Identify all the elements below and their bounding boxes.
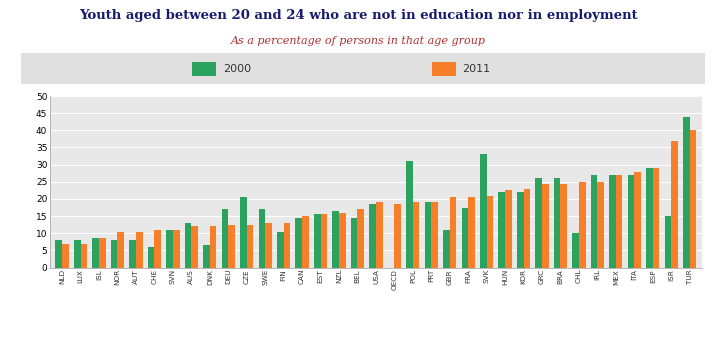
Bar [413,202,420,268]
Bar [284,223,290,268]
Bar [258,209,265,268]
Bar [425,202,431,268]
Bar [579,182,586,268]
Bar [74,240,81,268]
Bar [432,62,455,75]
Bar [302,216,309,268]
Bar [185,223,191,268]
Bar [203,245,210,268]
Bar [653,168,659,268]
Bar [450,197,456,268]
Bar [193,62,216,75]
Bar [431,202,438,268]
Bar [117,232,124,268]
Bar [498,192,505,268]
Bar [296,218,302,268]
Bar [92,238,99,268]
Bar [505,190,512,268]
Bar [671,141,678,268]
Bar [690,130,697,268]
Bar [517,192,523,268]
Bar [376,202,382,268]
Bar [155,230,161,268]
Bar [339,213,346,268]
Text: 2011: 2011 [463,63,490,74]
Bar [277,232,284,268]
Bar [62,244,69,268]
Text: 2000: 2000 [223,63,251,74]
Bar [554,178,561,268]
Bar [616,175,622,268]
Bar [634,172,641,268]
Bar [357,209,364,268]
Bar [147,247,155,268]
Bar [536,178,542,268]
Bar [265,223,272,268]
Bar [221,209,228,268]
Bar [523,189,531,268]
Bar [542,184,548,268]
Bar [597,182,604,268]
Bar [487,196,493,268]
Bar [572,233,579,268]
Bar [191,226,198,268]
Bar [332,211,339,268]
Bar [130,240,136,268]
Bar [314,214,321,268]
Bar [111,240,117,268]
Bar [166,230,173,268]
Bar [55,240,62,268]
Bar [462,208,468,268]
Bar [369,204,376,268]
Text: As a percentage of persons in that age group: As a percentage of persons in that age g… [231,36,485,46]
Bar [406,161,413,268]
Bar [664,216,671,268]
Bar [81,244,87,268]
Bar [395,204,401,268]
Bar [683,117,690,268]
Bar [240,197,247,268]
Bar [99,238,106,268]
Bar [443,230,450,268]
Bar [173,230,180,268]
Bar [480,154,487,268]
Bar [136,232,142,268]
Bar [628,175,634,268]
Bar [609,175,616,268]
Bar [646,168,653,268]
Bar [321,214,327,268]
Text: Youth aged between 20 and 24 who are not in education nor in employment: Youth aged between 20 and 24 who are not… [79,9,637,22]
Bar [228,225,235,268]
Bar [247,225,253,268]
Bar [210,226,216,268]
Bar [561,184,567,268]
Bar [468,197,475,268]
Bar [591,175,597,268]
Bar [351,218,357,268]
